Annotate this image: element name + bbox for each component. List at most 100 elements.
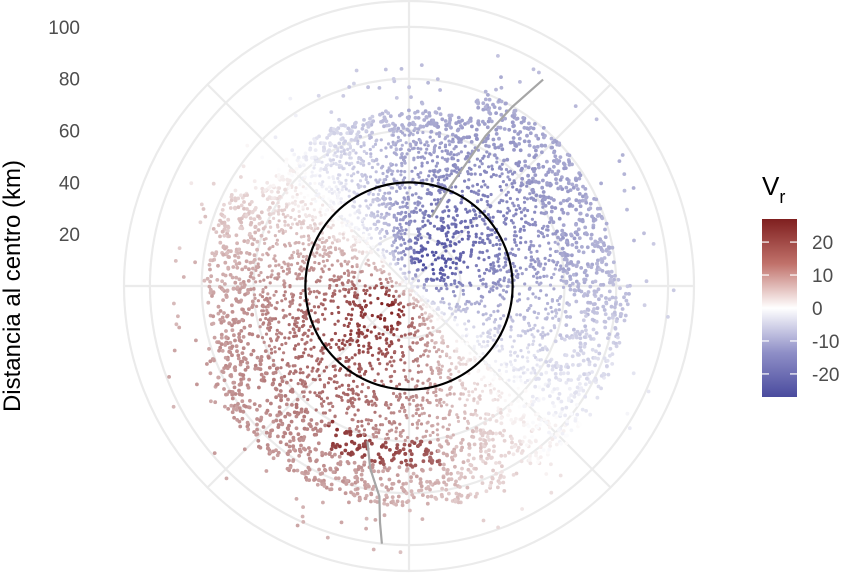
data-point bbox=[210, 251, 215, 256]
data-point bbox=[347, 279, 351, 283]
data-point bbox=[336, 217, 340, 221]
data-point bbox=[599, 245, 603, 250]
data-point bbox=[509, 315, 513, 319]
data-point bbox=[378, 242, 382, 246]
data-point bbox=[265, 180, 270, 185]
data-point bbox=[272, 257, 276, 261]
data-point bbox=[481, 107, 486, 112]
data-point bbox=[511, 185, 515, 189]
data-point bbox=[577, 236, 582, 241]
data-point bbox=[351, 391, 355, 395]
data-point bbox=[547, 167, 552, 172]
data-point bbox=[389, 324, 394, 328]
data-point bbox=[356, 434, 360, 438]
data-point bbox=[458, 258, 462, 262]
data-point bbox=[296, 204, 300, 208]
data-point bbox=[401, 238, 406, 242]
data-point bbox=[265, 443, 270, 447]
data-point bbox=[521, 116, 526, 120]
data-point bbox=[516, 132, 521, 136]
data-point bbox=[349, 329, 353, 333]
data-point bbox=[573, 177, 578, 182]
data-point bbox=[373, 222, 377, 227]
data-point bbox=[399, 251, 403, 255]
data-point bbox=[514, 269, 518, 273]
data-point bbox=[449, 172, 453, 176]
data-point bbox=[222, 378, 227, 383]
data-point bbox=[293, 331, 297, 335]
data-point bbox=[377, 86, 382, 90]
data-point bbox=[551, 220, 556, 225]
data-point bbox=[451, 261, 455, 265]
data-point bbox=[581, 358, 586, 363]
data-point bbox=[429, 451, 434, 456]
data-point bbox=[255, 427, 259, 432]
data-point bbox=[458, 485, 462, 489]
data-point bbox=[511, 221, 515, 225]
data-point bbox=[501, 199, 505, 203]
data-point bbox=[237, 332, 242, 336]
data-point bbox=[459, 140, 463, 144]
data-point bbox=[280, 299, 284, 303]
data-point bbox=[305, 207, 310, 211]
data-point bbox=[414, 291, 418, 295]
data-point bbox=[604, 296, 608, 300]
data-point bbox=[368, 175, 373, 179]
data-point bbox=[416, 146, 420, 150]
data-point bbox=[546, 312, 550, 316]
data-point bbox=[494, 431, 498, 436]
data-point bbox=[453, 272, 457, 276]
data-point bbox=[448, 356, 452, 360]
data-point bbox=[289, 226, 293, 230]
data-point bbox=[433, 198, 437, 202]
data-point bbox=[422, 319, 426, 323]
data-point bbox=[523, 389, 528, 393]
data-point bbox=[503, 260, 508, 264]
data-point bbox=[285, 272, 289, 276]
data-point bbox=[277, 405, 282, 409]
data-point bbox=[317, 305, 321, 309]
data-point bbox=[463, 416, 467, 420]
data-point bbox=[381, 251, 385, 255]
data-point bbox=[404, 396, 409, 400]
data-point bbox=[583, 382, 588, 387]
data-point bbox=[374, 170, 378, 174]
data-point bbox=[346, 147, 350, 151]
data-point bbox=[476, 121, 480, 126]
data-point bbox=[416, 279, 421, 283]
data-point bbox=[324, 365, 329, 369]
data-point bbox=[356, 216, 360, 220]
data-point bbox=[512, 123, 516, 128]
data-point bbox=[484, 312, 488, 316]
data-point bbox=[403, 241, 407, 245]
data-point bbox=[237, 419, 242, 424]
data-point bbox=[527, 287, 532, 291]
data-point bbox=[438, 88, 442, 92]
data-point bbox=[389, 330, 393, 334]
data-point bbox=[408, 508, 412, 513]
data-point bbox=[492, 444, 496, 449]
data-point bbox=[355, 487, 360, 491]
data-point bbox=[228, 340, 233, 345]
data-point bbox=[345, 411, 349, 415]
data-point bbox=[436, 422, 440, 426]
data-point bbox=[400, 309, 404, 313]
data-point bbox=[294, 414, 299, 419]
data-point bbox=[379, 349, 383, 353]
data-point bbox=[631, 371, 636, 376]
data-point bbox=[279, 376, 284, 380]
data-point bbox=[289, 378, 293, 382]
data-point bbox=[344, 359, 348, 363]
data-point bbox=[331, 208, 335, 212]
data-point bbox=[374, 430, 378, 434]
data-point bbox=[218, 345, 223, 350]
data-point bbox=[392, 359, 396, 363]
data-point bbox=[341, 347, 345, 351]
data-point bbox=[288, 312, 292, 316]
data-point bbox=[344, 182, 348, 186]
data-point bbox=[387, 477, 392, 482]
data-point bbox=[557, 141, 562, 146]
data-point bbox=[337, 201, 341, 206]
data-point bbox=[424, 115, 429, 120]
data-point bbox=[544, 173, 548, 177]
